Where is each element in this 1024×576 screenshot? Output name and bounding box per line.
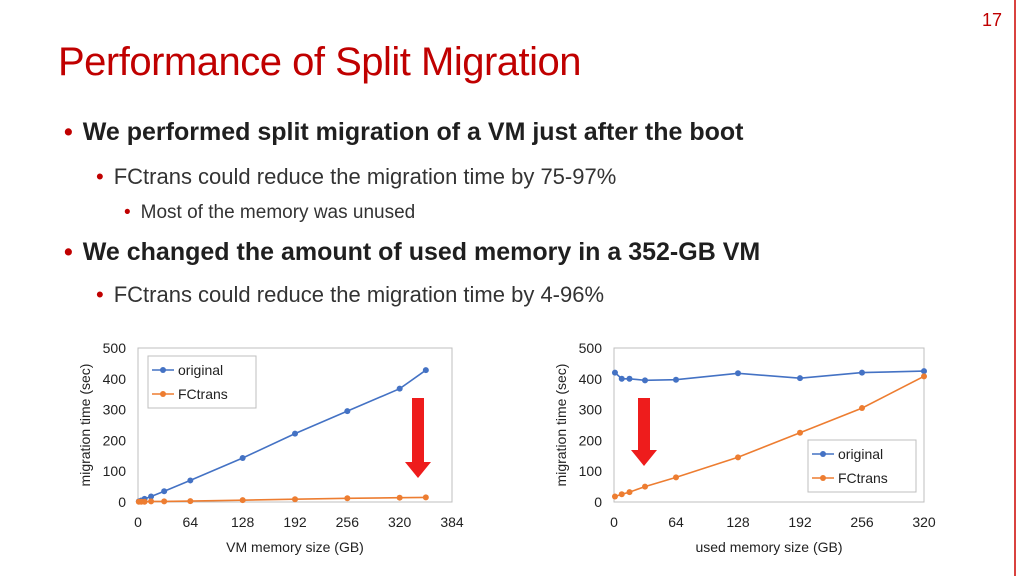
bullet-item: • FCtrans could reduce the migration time… (96, 164, 616, 190)
bullet-item: • We changed the amount of used memory in… (64, 238, 760, 267)
chart-vm-memory-size: 0 100 200 300 400 500 0 64 128 192 256 320 384 VM mem… (77, 340, 464, 555)
bullet-dot-icon: • (96, 282, 104, 307)
data-point-fctrans (618, 491, 625, 498)
legend-marker (160, 367, 166, 373)
x-tick-label: 128 (726, 514, 750, 530)
data-point-fctrans (292, 496, 298, 503)
data-point-original (396, 385, 403, 392)
bullet-item: • FCtrans could reduce the migration time… (96, 282, 604, 308)
legend-box (147, 355, 257, 409)
data-point-fctrans (148, 498, 155, 505)
data-point-original (626, 375, 633, 382)
series-line-fctrans (138, 496, 426, 503)
y-tick-label: 0 (118, 494, 126, 510)
y-tick-label: 200 (103, 432, 127, 448)
bullet-item: • We performed split migration of a VM ju… (64, 118, 743, 147)
data-point-original (921, 368, 927, 375)
bullet-text: FCtrans could reduce the migration time … (113, 164, 617, 189)
data-point-fctrans (797, 429, 803, 436)
data-point-fctrans (187, 498, 194, 505)
data-point-original (148, 493, 155, 500)
y-tick-label: 100 (579, 463, 603, 479)
legend-marker (820, 451, 826, 457)
x-tick-label: 0 (610, 514, 618, 530)
y-tick-label: 400 (103, 371, 127, 387)
data-point-fctrans (626, 489, 633, 496)
data-point-original (344, 408, 351, 415)
x-tick-label: 192 (788, 514, 812, 530)
x-tick-label: 384 (440, 514, 464, 530)
x-tick-label: 128 (231, 514, 255, 530)
down-arrow-icon (405, 398, 431, 478)
page-number: 17 (981, 10, 1002, 30)
y-tick-label: 0 (594, 494, 602, 510)
y-tick-label: 300 (579, 402, 603, 418)
bullet-dot-icon: • (96, 164, 104, 189)
x-axis-label: VM memory size (GB) (226, 539, 364, 555)
slide-edge-rule (1014, 0, 1016, 576)
data-point-fctrans (611, 493, 618, 500)
x-tick-label: 64 (183, 514, 199, 530)
series-line-original (614, 370, 925, 382)
data-point-fctrans (673, 474, 679, 481)
data-point-original (859, 369, 865, 376)
legend-label: original (838, 446, 883, 462)
y-tick-label: 500 (103, 340, 127, 356)
y-axis-label: migration time (sec) (77, 364, 93, 487)
legend-label: original (178, 362, 223, 378)
data-point-fctrans (344, 495, 351, 502)
data-point-original (292, 430, 298, 437)
data-point-fctrans (422, 494, 429, 501)
data-point-original (797, 375, 803, 382)
data-point-original (618, 375, 625, 382)
data-point-fctrans (239, 497, 246, 504)
chart-used-memory-size: 0 100 200 300 400 500 0 64 128 192 256 320 used memo… (553, 340, 936, 555)
bullet-text: Most of the memory was unused (140, 202, 416, 223)
data-point-original (642, 377, 648, 384)
data-point-fctrans (161, 498, 168, 505)
bullet-text: FCtrans could reduce the migration time … (113, 282, 605, 307)
legend-marker (820, 475, 826, 481)
slide-title: Performance of Split Migration (58, 40, 582, 84)
y-tick-label: 100 (103, 463, 127, 479)
x-tick-label: 320 (912, 514, 936, 530)
data-point-original (422, 367, 429, 374)
bullet-text: We changed the amount of used memory in … (82, 238, 761, 266)
x-tick-label: 320 (388, 514, 412, 530)
data-point-fctrans (141, 498, 148, 505)
data-point-original (735, 370, 741, 377)
y-tick-label: 500 (579, 340, 603, 356)
legend-label: FCtrans (178, 386, 228, 402)
down-arrow-icon (631, 398, 657, 466)
y-axis-label: migration time (sec) (553, 364, 569, 487)
x-axis-label: used memory size (GB) (695, 539, 842, 555)
y-tick-label: 200 (579, 432, 603, 448)
legend-box (807, 439, 917, 493)
y-tick-label: 400 (579, 371, 603, 387)
legend-marker (160, 391, 166, 397)
data-point-fctrans (859, 405, 865, 412)
bullet-dot-icon: • (64, 238, 73, 266)
data-point-original (239, 454, 246, 461)
x-tick-label: 256 (336, 514, 360, 530)
x-tick-label: 0 (134, 514, 142, 530)
bullet-text: We performed split migration of a VM jus… (82, 118, 744, 146)
data-point-fctrans (921, 373, 927, 380)
x-tick-label: 64 (668, 514, 684, 530)
bullet-item: • Most of the memory was unused (124, 202, 415, 224)
data-point-fctrans (396, 494, 403, 501)
x-tick-label: 192 (283, 514, 307, 530)
bullet-dot-icon: • (64, 118, 73, 146)
x-tick-label: 256 (850, 514, 874, 530)
data-point-original (611, 369, 618, 376)
plot-area (613, 347, 925, 503)
data-point-original (187, 477, 194, 484)
data-point-fctrans (735, 454, 741, 461)
data-point-original (673, 376, 679, 383)
data-point-original (161, 488, 168, 495)
y-tick-label: 300 (103, 402, 127, 418)
bullet-dot-icon: • (124, 202, 131, 223)
legend-label: FCtrans (838, 470, 888, 486)
data-point-fctrans (642, 483, 648, 490)
